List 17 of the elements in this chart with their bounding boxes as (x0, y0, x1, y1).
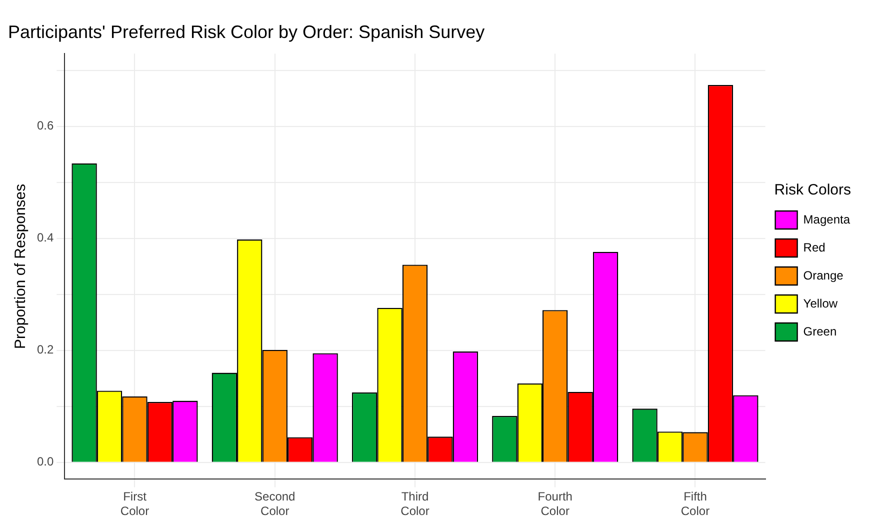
y-tick-label: 0.4 (36, 230, 54, 245)
x-tick-label: Second Color (254, 490, 296, 518)
chart-title: Participants' Preferred Risk Color by Order: Spanish Survey (8, 22, 485, 42)
y-tick-label: 0.0 (36, 454, 54, 469)
x-tick-label: Third Color (400, 490, 430, 518)
y-axis-title: Proportion of Responses (12, 184, 30, 349)
y-tick-label: 0.6 (36, 118, 54, 133)
y-tick-label: 0.2 (36, 342, 54, 357)
legend-label: Yellow (803, 296, 838, 310)
x-tick-label: Fourth Color (538, 490, 572, 518)
x-tick-label: First Color (120, 490, 150, 518)
legend-title: Risk Colors (774, 182, 851, 199)
x-tick-label: Fifth Color (680, 490, 710, 518)
legend-label: Red (803, 240, 826, 254)
legend-label: Magenta (803, 212, 850, 226)
legend-label: Green (803, 324, 837, 338)
legend-label: Orange (803, 268, 844, 282)
